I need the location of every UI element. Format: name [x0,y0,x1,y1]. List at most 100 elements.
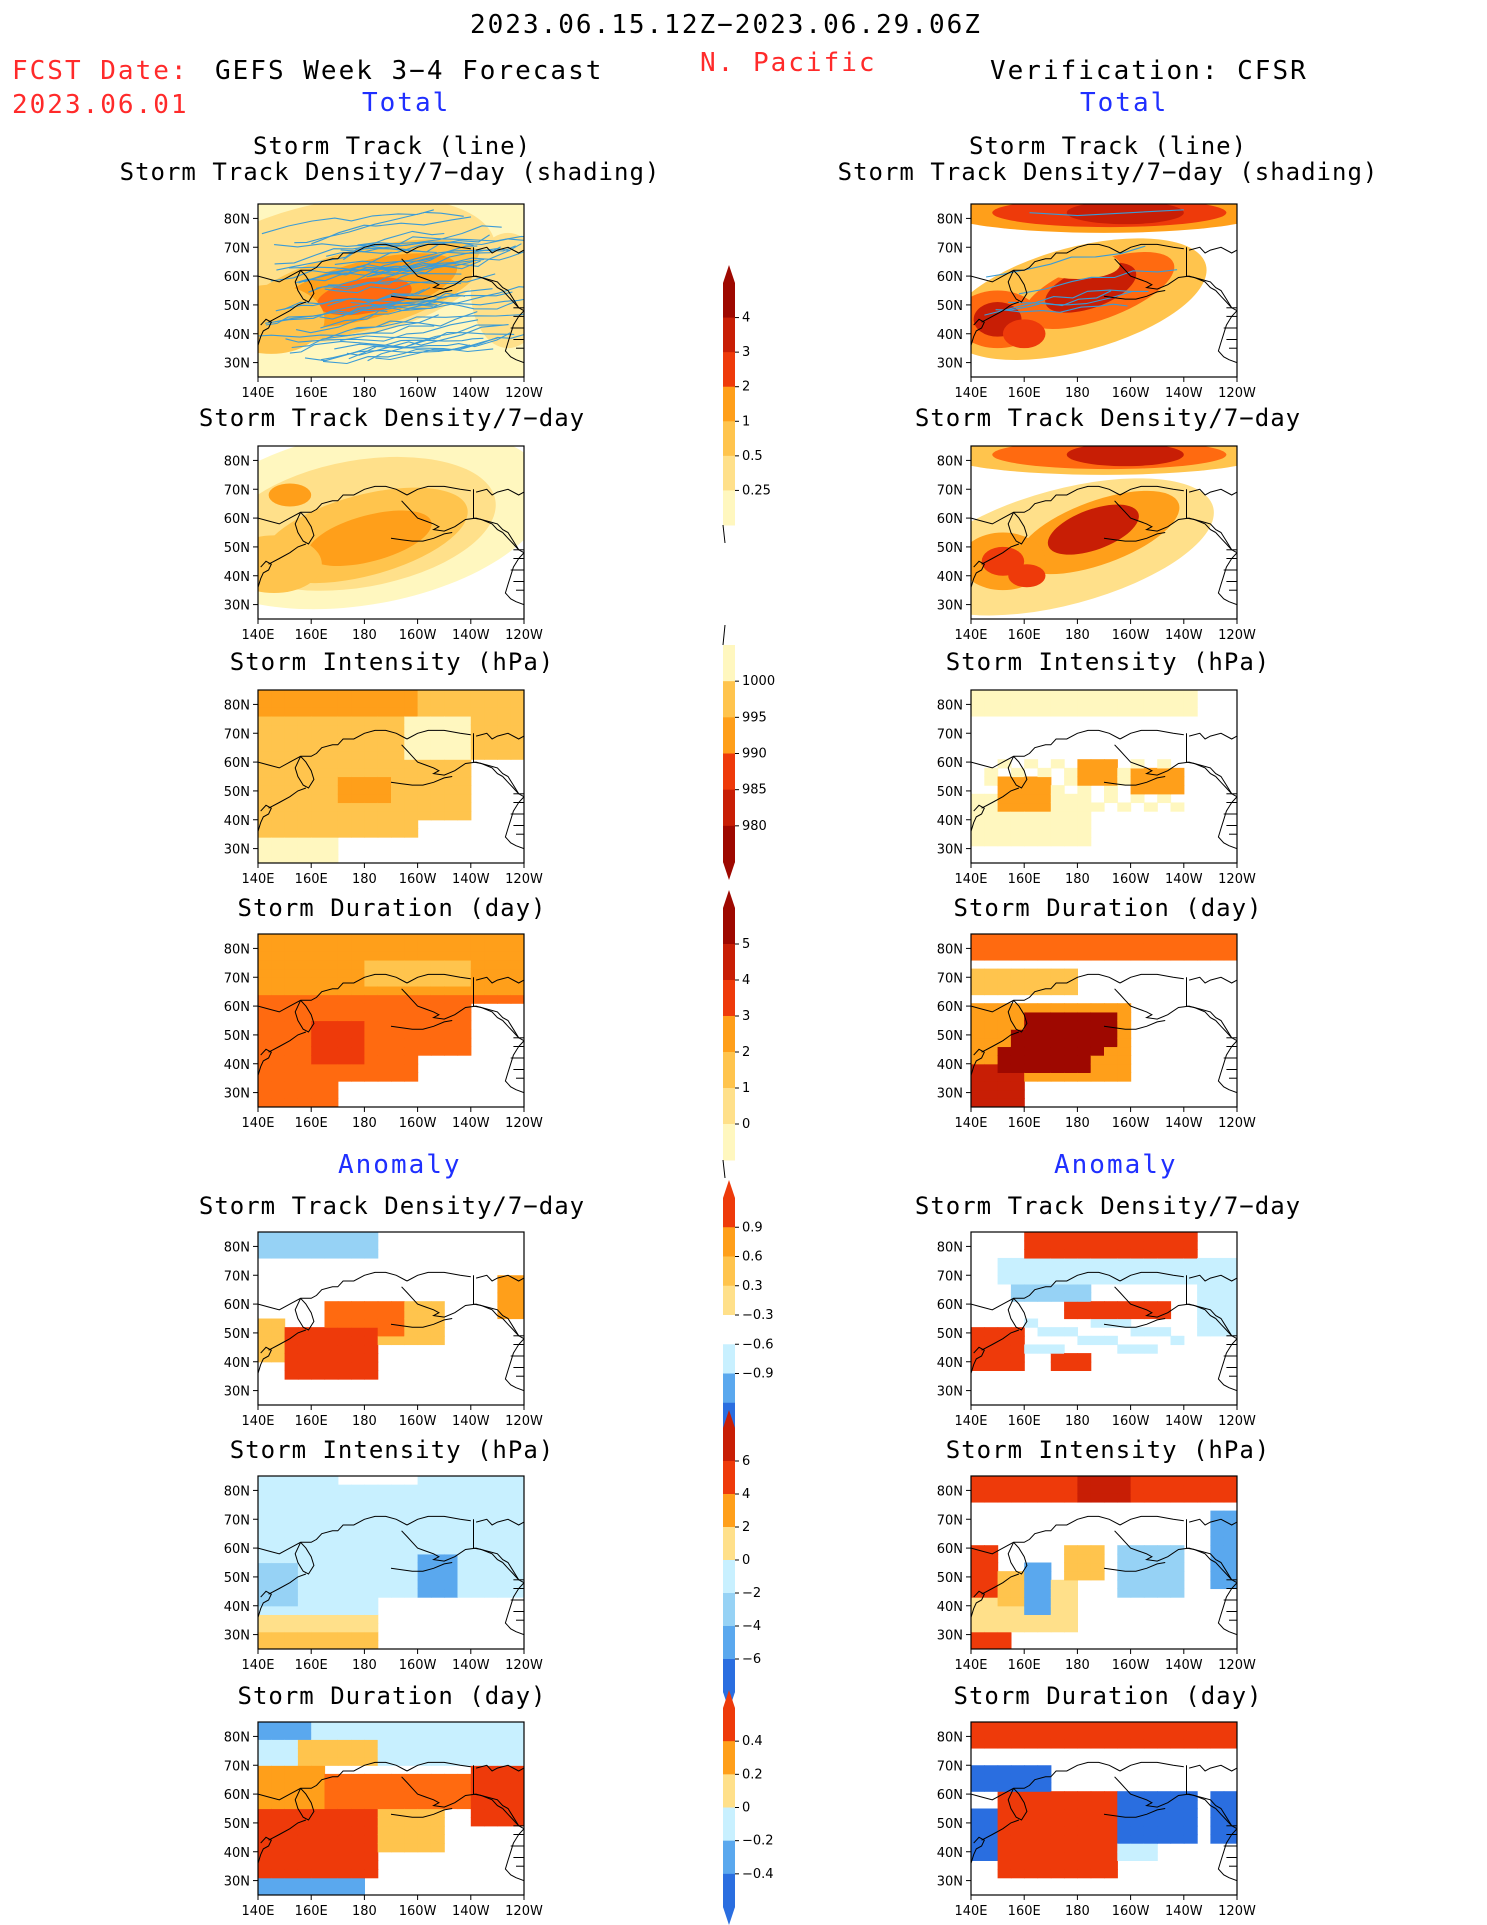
map-panel-r4-verification-cell [971,968,985,978]
map-panel-r4-verification-cell [1064,934,1078,944]
map-panel-r3-forecast-cell [444,733,459,743]
map-panel-r4-verification-cell [1010,942,1025,952]
map-panel-r3-verification-xtick-label: 120W [1218,872,1256,887]
map-panel-r6-verification-cell [984,1623,999,1633]
map-panel-r2-forecast-xtick-label: 180 [352,628,377,643]
map-panel-r5-verification-cell [1157,1240,1172,1250]
map-panel-r3-forecast-cell [404,733,419,743]
map-panel-r3-forecast-xtick-label: 160W [399,872,437,887]
map-panel-r6-forecast-cell [311,1545,326,1555]
map-panel-r3-forecast-cell [297,819,312,829]
map-panel-r3-forecast-cell [351,724,365,734]
map-panel-r7-forecast-cell [430,1773,445,1784]
date-range-title: 2023.06.15.12Z−2023.06.29.06Z [470,10,982,40]
map-panel-r7-verification-xtick-label: 180 [1065,1904,1090,1919]
map-panel-r5-verification-cell [984,1335,999,1346]
map-panel-r5-verification-cell [1064,1240,1078,1250]
map-panel-r6-forecast-cell [430,1476,445,1486]
map-panel-r4-verification-cell [1077,1055,1092,1065]
map-panel-r4-verification-cell [1010,1011,1025,1022]
map-panel-r1-forecast-track-line [274,241,425,265]
map-panel-r5-forecast-cell [364,1309,379,1320]
map-panel-r6-forecast-coast-westcoast [504,1582,524,1636]
map-panel-r3-forecast-cell [351,750,365,760]
map-panel-r3-forecast-cell [364,741,379,752]
map-panel-r4-forecast-cell [457,1011,472,1022]
map-panel-r4-forecast-cell [324,1037,339,1048]
map-panel-r3-forecast-cell [258,690,272,700]
map-panel-r7-forecast-cell [470,1747,485,1758]
map-panel-r6-forecast-cell [297,1476,312,1486]
map-panel-r3-verification-cell [1050,819,1065,829]
map-panel-r6-forecast-cell [444,1476,459,1486]
map-panel-r6-forecast-cell [417,1527,432,1538]
map-panel-r7-verification-cell [997,1722,1012,1732]
map-panel-r6-forecast-cell [497,1588,512,1598]
map-panel-r4-verification-cell [984,985,999,996]
colorbar-segment [723,1840,735,1875]
map-panel-r2-verification-xtick-label: 120W [1218,628,1256,643]
map-panel-r3-verification-cell [1143,802,1158,812]
map-panel-r4-forecast-ytick-label: 40N [224,1058,250,1073]
map-panel-r3-forecast-cell [377,785,392,795]
map-panel-r7-forecast-cell [484,1730,498,1740]
map-panel-r4-verification-cell [1010,1029,1025,1039]
map-panel-r7-verification-cell [1077,1834,1092,1844]
map-panel-r7-forecast-cell [444,1739,459,1749]
map-panel-r5-forecast-cell [404,1318,419,1328]
map-panel-r1-forecast-ytick-label: 80N [224,212,250,227]
map-panel-r4-verification-cell [1104,1063,1118,1073]
map-panel-r4-forecast-cell [284,1063,299,1073]
map-panel-r4-forecast-cell [284,1055,299,1065]
map-panel-r4-forecast-cell [351,1020,365,1030]
map-panel-r7-verification-cell [1130,1843,1145,1853]
map-panel-r7-forecast-cell [510,1739,524,1749]
map-panel-r6-forecast-cell [510,1484,524,1494]
map-panel-r3-forecast-cell [404,724,419,734]
map-panel-r4-verification-cell [997,1063,1012,1073]
map-panel-r5-forecast-cell [510,1292,524,1302]
map-panel-r5-verification-coast-bc [1215,1318,1233,1337]
map-panel-r5-forecast-cell [258,1318,272,1328]
map-panel-r6-verification-cell [1170,1476,1185,1486]
map-panel-r5-verification-cell [1010,1275,1025,1285]
map-panel-r6-forecast-cell [497,1527,512,1538]
map-panel-r6-forecast-cell [364,1605,379,1615]
map-panel-r4-verification-cell [997,1046,1012,1056]
map-panel-r2-verification-coast-alaska [1114,500,1237,554]
map-panel-r7-verification-cell [1117,1825,1132,1836]
map-panel-r6-verification-cell [1223,1579,1237,1590]
map-panel-r3-forecast-coast-aleut [390,776,453,786]
map-panel-r7-verification-cell [1104,1825,1118,1836]
map-panel-r3-forecast-cell [311,776,326,786]
map-panel-r3-forecast-ytick-label: 40N [224,814,250,829]
map-panel-r3-verification-cell [1170,707,1185,717]
map-panel-r3-forecast-cell [457,690,472,700]
map-panel-r3-forecast-cell [351,828,365,838]
map-panel-r2-forecast-coast-russia [258,485,408,525]
map-panel-r3-forecast-cell [417,741,432,752]
map-panel-r3-verification-cell [1130,793,1145,804]
map-panel-r5-forecast-cell [391,1327,405,1337]
colorbar-label: 6 [742,1454,750,1469]
map-panel-r6-verification-cell [997,1571,1012,1581]
map-panel-r3-forecast-cell [444,724,459,734]
map-panel-r4-verification-cell [1223,951,1237,961]
map-panel-r4-forecast-cell [258,1020,272,1030]
colorbar-label: 3 [742,345,750,360]
map-panel-r3-forecast-cell [284,854,299,863]
map-panel-r1-verification-coast-bc [1215,290,1233,309]
map-panel-r4-verification-cell [997,1029,1012,1039]
map-panel-r7-forecast-cell [377,1722,392,1732]
map-panel-r7-forecast-cell [417,1730,432,1740]
map-panel-r3-forecast-cell [364,828,379,838]
map-panel-r6-verification-cell [997,1579,1012,1590]
map-panel-r3-forecast-cell [284,741,299,752]
map-panel-r5-forecast-cell [337,1327,352,1337]
map-panel-r3-forecast-cell [324,785,339,795]
map-panel-r7-forecast-cell [311,1843,326,1853]
map-panel-r6-forecast-cell [391,1588,405,1598]
map-panel-r3-forecast-cell [470,741,485,752]
map-panel-r3-forecast-cell [457,750,472,760]
